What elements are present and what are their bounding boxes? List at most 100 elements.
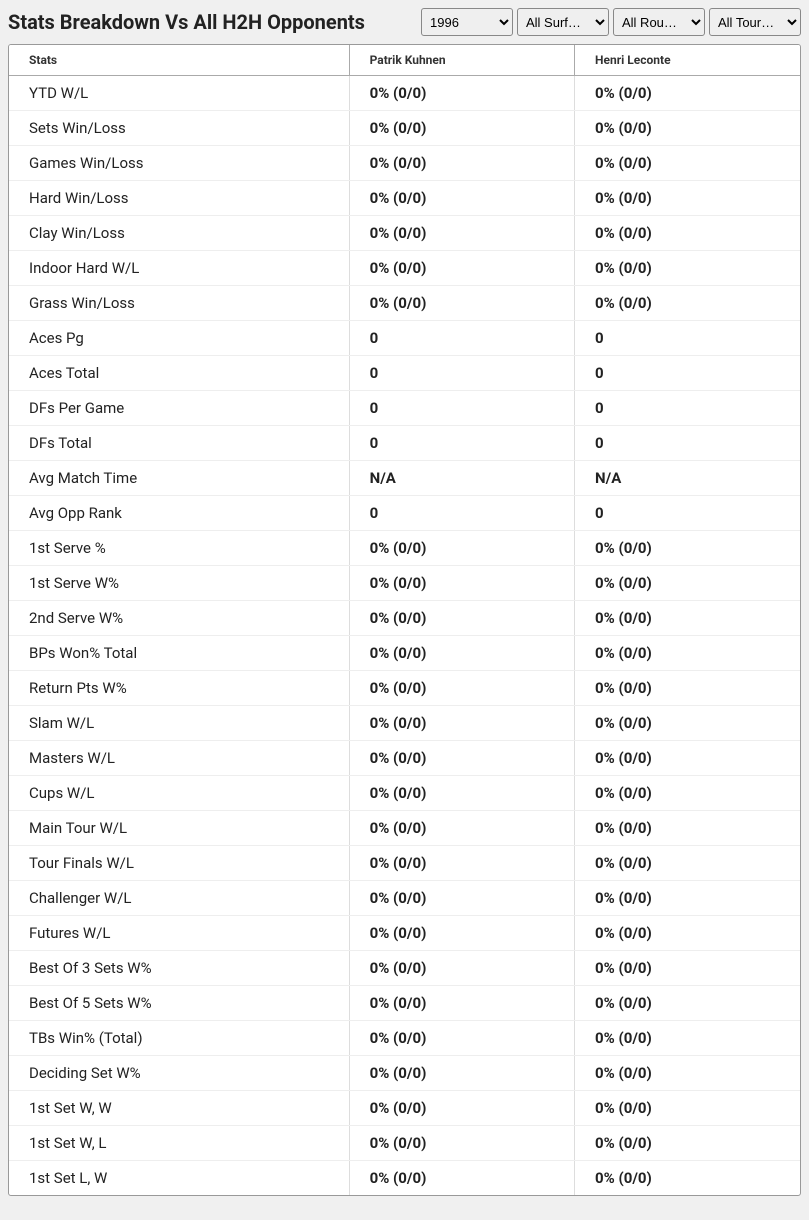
page-title: Stats Breakdown Vs All H2H Opponents	[8, 10, 365, 34]
stat-value-player1: 0% (0/0)	[349, 636, 574, 671]
stat-value-player1: 0% (0/0)	[349, 741, 574, 776]
stat-value-player1: 0% (0/0)	[349, 251, 574, 286]
table-row: Masters W/L0% (0/0)0% (0/0)	[9, 741, 800, 776]
stat-label: 1st Set L, W	[9, 1161, 349, 1196]
table-row: Grass Win/Loss0% (0/0)0% (0/0)	[9, 286, 800, 321]
stat-label: Avg Opp Rank	[9, 496, 349, 531]
table-row: 1st Serve W%0% (0/0)0% (0/0)	[9, 566, 800, 601]
stat-value-player2: 0% (0/0)	[575, 916, 800, 951]
stat-label: TBs Win% (Total)	[9, 1021, 349, 1056]
stat-value-player2: 0% (0/0)	[575, 811, 800, 846]
stat-value-player2: 0% (0/0)	[575, 1056, 800, 1091]
stat-label: YTD W/L	[9, 76, 349, 111]
stat-value-player2: 0% (0/0)	[575, 636, 800, 671]
stat-value-player2: 0% (0/0)	[575, 146, 800, 181]
stat-label: Return Pts W%	[9, 671, 349, 706]
stat-label: Sets Win/Loss	[9, 111, 349, 146]
stat-value-player1: 0% (0/0)	[349, 531, 574, 566]
table-row: TBs Win% (Total)0% (0/0)0% (0/0)	[9, 1021, 800, 1056]
table-row: Avg Match TimeN/AN/A	[9, 461, 800, 496]
filter-group: 1996 All Surf… All Rou… All Tour…	[421, 8, 801, 36]
stat-label: BPs Won% Total	[9, 636, 349, 671]
stat-label: Clay Win/Loss	[9, 216, 349, 251]
stat-value-player1: 0% (0/0)	[349, 916, 574, 951]
stat-label: 1st Set W, W	[9, 1091, 349, 1126]
stat-value-player2: 0	[575, 426, 800, 461]
stat-label: Deciding Set W%	[9, 1056, 349, 1091]
table-row: BPs Won% Total0% (0/0)0% (0/0)	[9, 636, 800, 671]
stat-value-player2: N/A	[575, 461, 800, 496]
stat-label: 1st Serve W%	[9, 566, 349, 601]
stat-value-player2: 0	[575, 391, 800, 426]
stat-label: Futures W/L	[9, 916, 349, 951]
stat-label: Games Win/Loss	[9, 146, 349, 181]
stat-value-player1: 0	[349, 496, 574, 531]
stat-value-player2: 0% (0/0)	[575, 531, 800, 566]
table-row: 1st Set L, W0% (0/0)0% (0/0)	[9, 1161, 800, 1196]
tour-select[interactable]: All Tour…	[709, 8, 801, 36]
stat-value-player2: 0	[575, 496, 800, 531]
table-row: DFs Per Game00	[9, 391, 800, 426]
stat-label: Best Of 5 Sets W%	[9, 986, 349, 1021]
stat-value-player1: 0	[349, 321, 574, 356]
stat-value-player1: 0% (0/0)	[349, 951, 574, 986]
table-row: Return Pts W%0% (0/0)0% (0/0)	[9, 671, 800, 706]
table-header-row: Stats Patrik Kuhnen Henri Leconte	[9, 45, 800, 76]
table-row: Avg Opp Rank00	[9, 496, 800, 531]
stat-value-player2: 0% (0/0)	[575, 216, 800, 251]
stat-value-player1: 0	[349, 391, 574, 426]
table-row: Games Win/Loss0% (0/0)0% (0/0)	[9, 146, 800, 181]
stat-value-player2: 0% (0/0)	[575, 776, 800, 811]
stat-value-player1: 0% (0/0)	[349, 1021, 574, 1056]
stat-value-player2: 0% (0/0)	[575, 881, 800, 916]
table-row: Deciding Set W%0% (0/0)0% (0/0)	[9, 1056, 800, 1091]
stat-label: DFs Per Game	[9, 391, 349, 426]
round-select[interactable]: All Rou…	[613, 8, 705, 36]
table-row: Indoor Hard W/L0% (0/0)0% (0/0)	[9, 251, 800, 286]
stat-value-player1: 0% (0/0)	[349, 111, 574, 146]
stat-value-player2: 0% (0/0)	[575, 1021, 800, 1056]
table-row: Cups W/L0% (0/0)0% (0/0)	[9, 776, 800, 811]
table-row: Tour Finals W/L0% (0/0)0% (0/0)	[9, 846, 800, 881]
stat-label: Hard Win/Loss	[9, 181, 349, 216]
stat-label: Aces Pg	[9, 321, 349, 356]
table-row: Main Tour W/L0% (0/0)0% (0/0)	[9, 811, 800, 846]
stat-value-player1: 0% (0/0)	[349, 881, 574, 916]
table-row: Best Of 5 Sets W%0% (0/0)0% (0/0)	[9, 986, 800, 1021]
stat-value-player2: 0% (0/0)	[575, 181, 800, 216]
stat-value-player1: 0% (0/0)	[349, 146, 574, 181]
stat-label: Main Tour W/L	[9, 811, 349, 846]
stat-value-player2: 0% (0/0)	[575, 986, 800, 1021]
stat-value-player2: 0% (0/0)	[575, 846, 800, 881]
table-row: YTD W/L0% (0/0)0% (0/0)	[9, 76, 800, 111]
column-header-player1: Patrik Kuhnen	[349, 45, 574, 76]
stat-label: Best Of 3 Sets W%	[9, 951, 349, 986]
surface-select[interactable]: All Surf…	[517, 8, 609, 36]
stat-value-player2: 0% (0/0)	[575, 1161, 800, 1196]
table-row: Sets Win/Loss0% (0/0)0% (0/0)	[9, 111, 800, 146]
stat-label: Challenger W/L	[9, 881, 349, 916]
table-row: Clay Win/Loss0% (0/0)0% (0/0)	[9, 216, 800, 251]
stat-value-player2: 0% (0/0)	[575, 671, 800, 706]
table-row: Futures W/L0% (0/0)0% (0/0)	[9, 916, 800, 951]
table-row: 1st Serve %0% (0/0)0% (0/0)	[9, 531, 800, 566]
stat-label: Grass Win/Loss	[9, 286, 349, 321]
stat-value-player2: 0% (0/0)	[575, 741, 800, 776]
stat-label: Indoor Hard W/L	[9, 251, 349, 286]
table-row: Challenger W/L0% (0/0)0% (0/0)	[9, 881, 800, 916]
stat-value-player1: 0	[349, 356, 574, 391]
stat-value-player2: 0% (0/0)	[575, 951, 800, 986]
column-header-stats: Stats	[9, 45, 349, 76]
year-select[interactable]: 1996	[421, 8, 513, 36]
stat-value-player1: 0% (0/0)	[349, 1161, 574, 1196]
stat-value-player1: 0% (0/0)	[349, 706, 574, 741]
table-row: 2nd Serve W%0% (0/0)0% (0/0)	[9, 601, 800, 636]
stat-value-player1: 0% (0/0)	[349, 566, 574, 601]
stat-value-player2: 0% (0/0)	[575, 601, 800, 636]
stat-value-player2: 0	[575, 356, 800, 391]
stat-value-player2: 0% (0/0)	[575, 1126, 800, 1161]
stat-value-player1: 0% (0/0)	[349, 1056, 574, 1091]
stat-label: 2nd Serve W%	[9, 601, 349, 636]
stat-value-player1: 0% (0/0)	[349, 671, 574, 706]
stat-value-player2: 0% (0/0)	[575, 251, 800, 286]
